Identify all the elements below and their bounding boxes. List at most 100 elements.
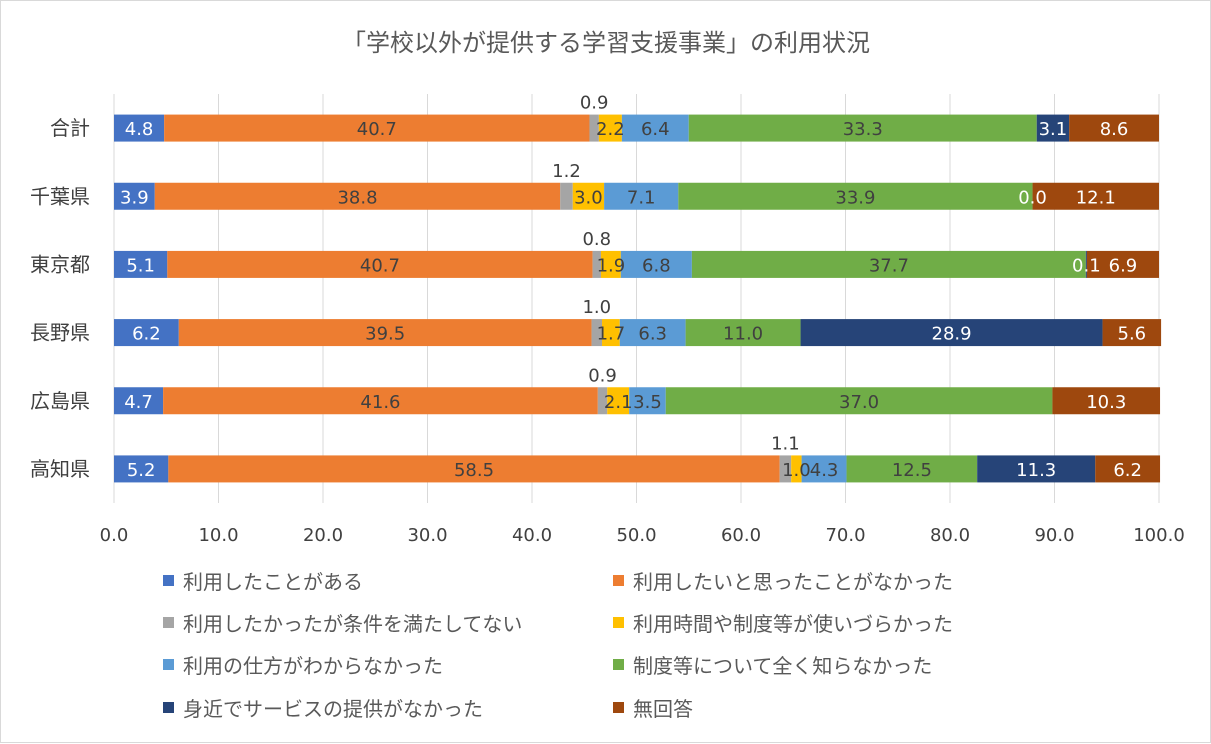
x-tick-label: 100.0 (1133, 525, 1185, 546)
data-label: 41.6 (360, 392, 400, 413)
bar-segment (114, 182, 155, 210)
data-label: 0.0 (1018, 187, 1047, 208)
data-label: 12.1 (1076, 187, 1116, 208)
bar-segment (691, 250, 1086, 278)
bar-segment (602, 319, 620, 347)
bar-segment (977, 455, 1096, 483)
bar-segment (597, 387, 608, 415)
bar-segment (1086, 250, 1159, 278)
legend-label: 利用したかったが条件を満たしてない (183, 612, 522, 636)
data-label: 40.7 (357, 119, 397, 140)
legend-swatch (613, 702, 624, 713)
bar-segment (688, 114, 1037, 142)
data-label: 5.6 (1118, 324, 1147, 345)
x-tick-label: 40.0 (512, 525, 552, 546)
bar-segment (791, 455, 802, 483)
bar-segment (114, 114, 165, 142)
x-tick-label: 10.0 (198, 525, 238, 546)
data-label: 0.1 (1072, 255, 1101, 276)
bar-segment (589, 114, 599, 142)
bar-segment (591, 319, 603, 347)
bar-segment (1036, 114, 1070, 142)
data-label: 4.8 (125, 119, 154, 140)
x-tick-label: 50.0 (616, 525, 656, 546)
data-label: 6.4 (641, 119, 670, 140)
data-label: 6.2 (1113, 460, 1142, 481)
bar-segment (154, 182, 561, 210)
bar-segment (598, 114, 622, 142)
bars (114, 114, 1162, 483)
data-labels: 4.8 40.7 0.9 2.2 6.4 33.3 3.1 8.6 3.9 38.8 1.2 3.0 7… (120, 93, 1146, 481)
data-label: 1.9 (597, 255, 626, 276)
data-label: 1.1 (771, 433, 800, 454)
legend-swatch (163, 617, 174, 628)
category-label: 合計 (50, 116, 90, 140)
bar-segment (685, 319, 801, 347)
bar-segment (1095, 455, 1161, 483)
data-label: 11.3 (1016, 460, 1056, 481)
legend-swatch (163, 659, 174, 670)
x-axis-ticks: 0.0 10.0 20.0 30.0 40.0 50.0 60.0 70.0 80.0 90.0 1… (100, 525, 1185, 546)
legend-label: 利用時間や制度等が使いづらかった (633, 612, 953, 636)
data-label: 2.1 (604, 392, 633, 413)
data-label: 58.5 (454, 460, 494, 481)
data-label: 3.1 (1039, 119, 1068, 140)
bar-segment (678, 182, 1033, 210)
x-tick-label: 30.0 (407, 525, 447, 546)
legend-label: 制度等について全く知らなかった (633, 654, 932, 678)
data-label: 33.9 (835, 187, 875, 208)
category-label: 広島県 (30, 389, 90, 413)
data-label: 38.8 (337, 187, 377, 208)
legend-label: 利用したいと思ったことがなかった (633, 570, 953, 594)
legend-swatch (163, 702, 174, 713)
data-label: 28.9 (932, 324, 972, 345)
data-label: 3.5 (633, 392, 662, 413)
data-label: 33.3 (843, 119, 883, 140)
data-label: 37.0 (839, 392, 879, 413)
bar-segment (1052, 387, 1161, 415)
bar-segment (629, 387, 666, 415)
data-label: 37.7 (869, 255, 909, 276)
bar-segment (572, 182, 605, 210)
bar-segment (114, 250, 168, 278)
data-label: 0.9 (588, 365, 617, 386)
data-label: 3.9 (120, 187, 149, 208)
bar-segment (607, 387, 630, 415)
data-label: 2.2 (596, 119, 625, 140)
category-label: 高知県 (30, 457, 90, 481)
bar-segment (114, 319, 179, 347)
data-label: 39.5 (365, 324, 405, 345)
data-label: 7.1 (627, 187, 656, 208)
x-tick-label: 70.0 (825, 525, 865, 546)
x-tick-label: 60.0 (721, 525, 761, 546)
data-label: 12.5 (892, 460, 932, 481)
bar-segment (620, 250, 692, 278)
legend-label: 利用したことがある (183, 570, 363, 594)
data-label: 6.9 (1109, 255, 1138, 276)
bar-segment (114, 455, 169, 483)
data-label: 0.8 (582, 229, 611, 250)
legend-label: 身近でサービスの提供がなかった (183, 697, 483, 721)
bar-segment (560, 182, 573, 210)
data-label: 4.7 (124, 392, 153, 413)
legend-label: 利用の仕方がわからなかった (183, 654, 443, 678)
bar-segment (178, 319, 592, 347)
data-label: 1.2 (552, 161, 581, 182)
data-label: 1.7 (597, 324, 626, 345)
data-label: 0.9 (580, 93, 609, 114)
legend-swatch (163, 575, 174, 586)
data-label: 4.3 (810, 460, 839, 481)
gridlines (113, 94, 1160, 503)
category-label: 東京都 (30, 252, 90, 276)
category-label: 千葉県 (30, 184, 90, 208)
x-tick-label: 80.0 (930, 525, 970, 546)
bar-segment (114, 387, 164, 415)
bar-segment (779, 455, 792, 483)
bar-segment (846, 455, 978, 483)
bar-segment (592, 250, 601, 278)
bar-segment (1102, 319, 1162, 347)
x-tick-label: 90.0 (1034, 525, 1074, 546)
